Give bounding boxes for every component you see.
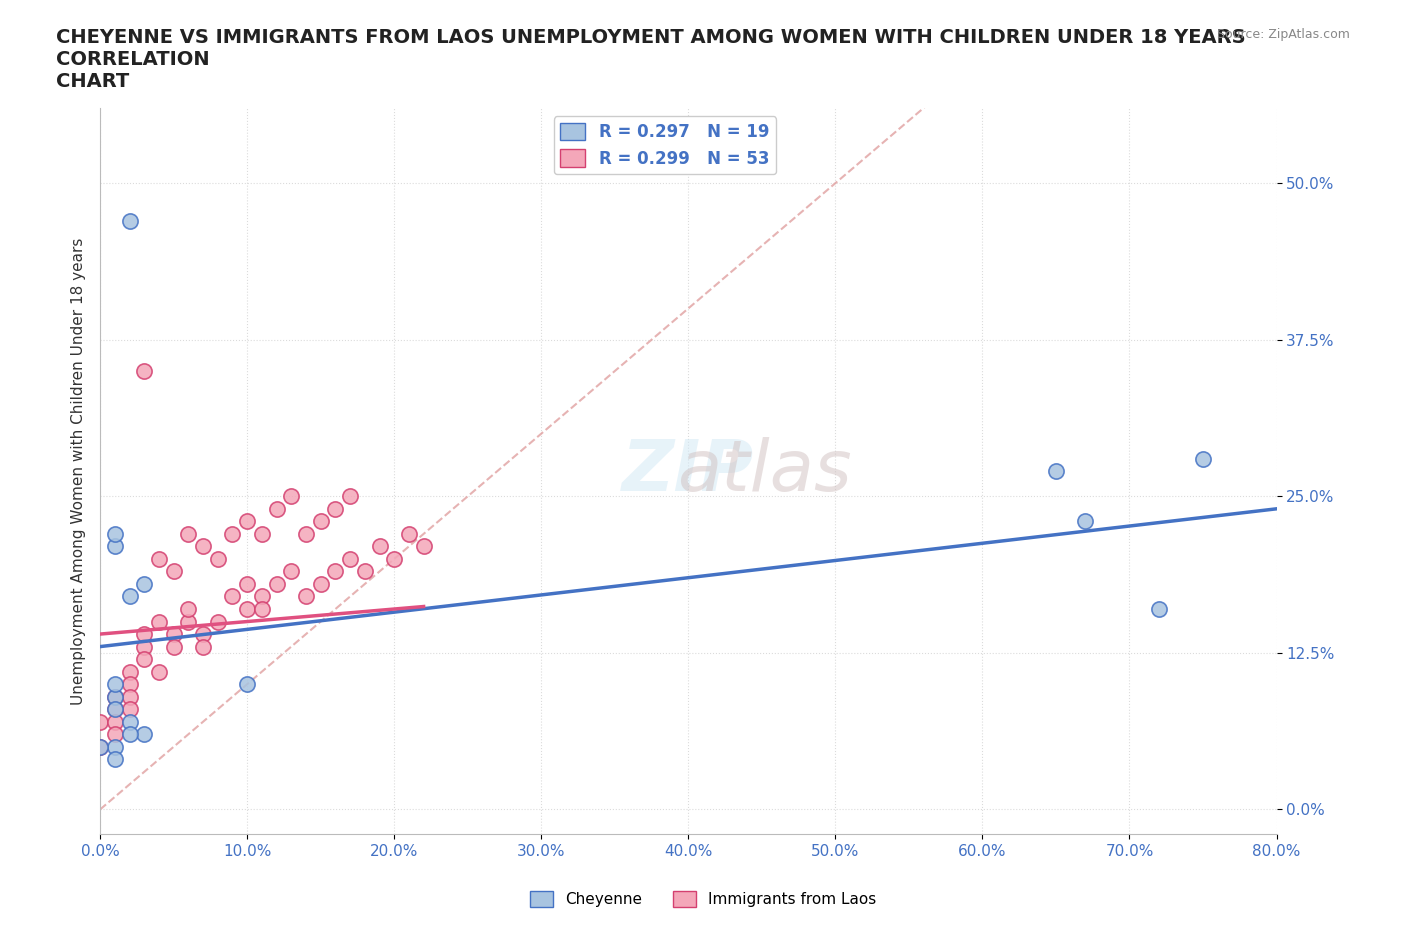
Point <box>295 589 318 604</box>
Point <box>250 526 273 541</box>
Point <box>280 564 302 578</box>
Point <box>353 564 375 578</box>
Point <box>118 727 141 742</box>
Point <box>148 551 170 566</box>
Point <box>163 564 186 578</box>
Point <box>177 526 200 541</box>
Point <box>398 526 420 541</box>
Point <box>134 652 156 667</box>
Point <box>236 577 259 591</box>
Point <box>236 677 259 692</box>
Point <box>1192 451 1215 466</box>
Point <box>382 551 405 566</box>
Text: CHEYENNE VS IMMIGRANTS FROM LAOS UNEMPLOYMENT AMONG WOMEN WITH CHILDREN UNDER 18: CHEYENNE VS IMMIGRANTS FROM LAOS UNEMPLO… <box>56 28 1246 91</box>
Point <box>134 627 156 642</box>
Point <box>266 501 288 516</box>
Point <box>221 589 243 604</box>
Legend: Cheyenne, Immigrants from Laos: Cheyenne, Immigrants from Laos <box>524 884 882 913</box>
Point <box>412 539 434 554</box>
Point <box>309 514 332 529</box>
Point <box>368 539 391 554</box>
Point <box>221 526 243 541</box>
Point <box>104 751 127 766</box>
Point <box>89 739 111 754</box>
Point <box>89 739 111 754</box>
Text: atlas: atlas <box>678 437 852 506</box>
Point <box>148 664 170 679</box>
Point <box>339 489 361 504</box>
Point <box>104 739 127 754</box>
Point <box>89 714 111 729</box>
Text: Source: ZipAtlas.com: Source: ZipAtlas.com <box>1216 28 1350 41</box>
Point <box>177 614 200 629</box>
Point <box>104 539 127 554</box>
Point <box>134 364 156 379</box>
Point <box>104 526 127 541</box>
Y-axis label: Unemployment Among Women with Children Under 18 years: Unemployment Among Women with Children U… <box>72 237 86 705</box>
Point <box>1045 464 1067 479</box>
Point <box>104 689 127 704</box>
Point <box>104 689 127 704</box>
Point <box>191 639 214 654</box>
Point <box>134 639 156 654</box>
Point <box>104 702 127 717</box>
Point <box>1074 514 1097 529</box>
Point <box>295 526 318 541</box>
Point <box>163 627 186 642</box>
Point <box>104 677 127 692</box>
Point <box>1147 602 1170 617</box>
Point <box>104 702 127 717</box>
Point <box>280 489 302 504</box>
Point <box>104 727 127 742</box>
Point <box>325 501 347 516</box>
Point <box>118 677 141 692</box>
Point <box>191 539 214 554</box>
Point <box>309 577 332 591</box>
Point <box>177 602 200 617</box>
Point <box>250 602 273 617</box>
Point <box>118 213 141 228</box>
Point <box>236 514 259 529</box>
Point <box>207 614 229 629</box>
Point <box>118 664 141 679</box>
Point <box>134 727 156 742</box>
Point <box>266 577 288 591</box>
Point <box>118 714 141 729</box>
Point <box>118 702 141 717</box>
Point <box>118 689 141 704</box>
Point <box>104 714 127 729</box>
Point <box>339 551 361 566</box>
Legend: R = 0.297   N = 19, R = 0.299   N = 53: R = 0.297 N = 19, R = 0.299 N = 53 <box>554 116 776 174</box>
Point <box>191 627 214 642</box>
Point <box>118 589 141 604</box>
Point <box>325 564 347 578</box>
Point <box>148 614 170 629</box>
Text: ZIP: ZIP <box>623 437 755 506</box>
Point <box>134 577 156 591</box>
Point <box>236 602 259 617</box>
Point <box>163 639 186 654</box>
Point <box>250 589 273 604</box>
Point <box>207 551 229 566</box>
